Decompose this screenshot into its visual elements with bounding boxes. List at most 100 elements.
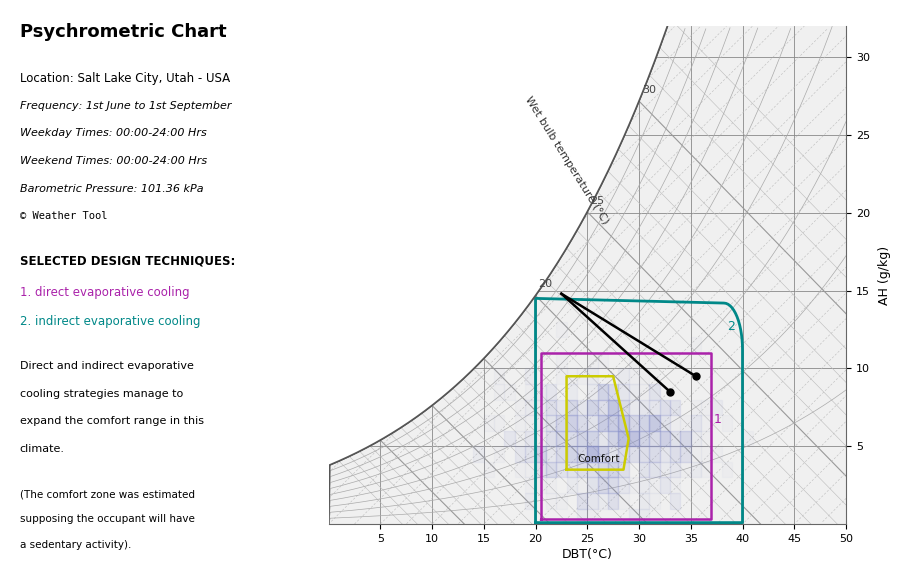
Bar	[618, 446, 628, 462]
Bar	[473, 446, 484, 462]
Bar	[494, 384, 504, 400]
Bar	[526, 446, 536, 462]
Bar	[712, 446, 722, 462]
Bar	[556, 400, 567, 415]
Bar	[494, 369, 504, 384]
Bar	[649, 400, 660, 415]
Bar	[691, 415, 701, 431]
Bar	[628, 446, 639, 462]
Bar	[712, 400, 722, 415]
Bar	[526, 400, 536, 415]
Bar	[545, 493, 556, 509]
Text: Wet bulb temperature (°C): Wet bulb temperature (°C)	[523, 95, 610, 226]
Bar	[515, 446, 526, 462]
Text: climate.: climate.	[20, 444, 65, 454]
Text: Comfort: Comfort	[577, 454, 619, 464]
Bar	[536, 478, 545, 493]
Bar	[494, 415, 504, 431]
Bar	[587, 478, 598, 493]
Bar	[567, 446, 577, 462]
Bar	[567, 369, 577, 384]
Bar	[608, 493, 618, 509]
Bar	[598, 478, 608, 493]
Text: Weekend Times: 00:00-24:00 Hrs: Weekend Times: 00:00-24:00 Hrs	[20, 156, 207, 166]
Bar	[567, 400, 577, 415]
Bar	[515, 400, 526, 415]
Bar	[618, 400, 628, 415]
Bar	[608, 431, 618, 446]
Bar	[649, 384, 660, 400]
Bar	[587, 493, 598, 509]
Bar	[639, 369, 650, 384]
Bar	[639, 384, 650, 400]
X-axis label: DBT(°C): DBT(°C)	[562, 548, 613, 561]
Text: Location: Salt Lake City, Utah - USA: Location: Salt Lake City, Utah - USA	[20, 72, 230, 85]
Bar	[639, 400, 650, 415]
Bar	[639, 493, 650, 509]
Text: cooling strategies manage to: cooling strategies manage to	[20, 389, 183, 399]
Bar	[628, 369, 639, 384]
Bar	[670, 415, 680, 431]
Bar	[587, 353, 598, 369]
Bar	[691, 431, 701, 446]
Bar	[660, 431, 670, 446]
Bar	[660, 400, 670, 415]
Bar	[515, 462, 526, 478]
Bar	[618, 431, 628, 446]
Bar	[556, 322, 567, 338]
Bar	[608, 415, 618, 431]
Bar	[545, 446, 556, 462]
Bar	[504, 431, 515, 446]
Bar	[587, 415, 598, 431]
Bar	[526, 478, 536, 493]
Bar	[526, 462, 536, 478]
Bar	[670, 478, 680, 493]
Bar	[598, 446, 608, 462]
Bar	[660, 446, 670, 462]
Bar	[577, 446, 587, 462]
Bar	[608, 446, 618, 462]
Text: Weekday Times: 00:00-24:00 Hrs: Weekday Times: 00:00-24:00 Hrs	[20, 128, 206, 138]
Text: SELECTED DESIGN TECHNIQUES:: SELECTED DESIGN TECHNIQUES:	[20, 255, 235, 268]
Bar	[639, 478, 650, 493]
Bar	[701, 400, 711, 415]
Bar	[598, 384, 608, 400]
Bar	[484, 415, 494, 431]
Bar	[598, 493, 608, 509]
Bar	[526, 369, 536, 384]
Bar	[660, 462, 670, 478]
Polygon shape	[328, 20, 670, 524]
Bar	[618, 478, 628, 493]
Bar	[577, 415, 587, 431]
Bar	[577, 462, 587, 478]
Text: Direct and indirect evaporative: Direct and indirect evaporative	[20, 361, 194, 371]
Text: © Weather Tool: © Weather Tool	[20, 211, 107, 221]
Text: supposing the occupant will have: supposing the occupant will have	[20, 514, 194, 524]
Bar	[701, 431, 711, 446]
Bar	[639, 415, 650, 431]
Bar	[649, 446, 660, 462]
Bar	[598, 353, 608, 369]
Bar	[691, 462, 701, 478]
Bar	[556, 493, 567, 509]
Bar	[691, 400, 701, 415]
Bar	[526, 431, 536, 446]
Bar	[577, 493, 587, 509]
Bar	[577, 509, 587, 524]
Bar	[526, 384, 536, 400]
Bar	[598, 431, 608, 446]
Bar	[628, 400, 639, 415]
Bar	[587, 462, 598, 478]
Bar	[670, 462, 680, 478]
Bar	[526, 415, 536, 431]
Bar	[545, 462, 556, 478]
Bar	[649, 415, 660, 431]
Bar	[670, 446, 680, 462]
Text: Psychrometric Chart: Psychrometric Chart	[20, 23, 226, 41]
Bar	[670, 493, 680, 509]
Bar	[680, 431, 691, 446]
Bar	[577, 431, 587, 446]
Bar	[577, 369, 587, 384]
Bar	[628, 415, 639, 431]
Text: 1: 1	[714, 413, 722, 426]
